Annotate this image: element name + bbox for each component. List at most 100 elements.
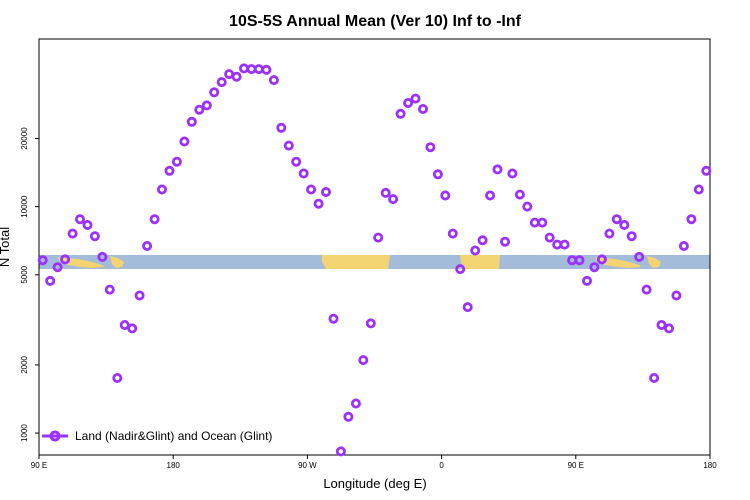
data-point: [664, 323, 675, 334]
data-point: [447, 228, 458, 239]
y-tick-label: 5000: [20, 265, 29, 283]
data-point: [127, 323, 138, 334]
data-point: [82, 219, 93, 230]
data-series: [37, 63, 712, 457]
data-point: [112, 372, 123, 383]
data-point: [268, 75, 279, 86]
legend: Land (Nadir&Glint) and Ocean (Glint): [42, 429, 272, 443]
data-point: [209, 87, 220, 98]
data-point: [52, 262, 63, 273]
data-point: [641, 284, 652, 295]
data-point: [686, 214, 697, 225]
data-point: [328, 313, 339, 324]
data-point: [507, 168, 518, 179]
data-point: [544, 232, 555, 243]
legend-label: Land (Nadir&Glint) and Ocean (Glint): [75, 429, 272, 443]
y-axis: 1000 2000 5000 10000 20000: [20, 127, 39, 442]
data-point: [335, 446, 346, 457]
data-point: [373, 232, 384, 243]
data-point: [149, 214, 160, 225]
data-point: [522, 201, 533, 212]
data-point: [60, 254, 71, 265]
data-point: [134, 290, 145, 301]
x-tick-label: 90 E: [31, 461, 47, 470]
data-point: [320, 186, 331, 197]
data-point: [119, 319, 130, 330]
data-point: [634, 251, 645, 262]
data-point: [291, 156, 302, 167]
data-point: [37, 255, 48, 266]
data-point: [403, 98, 414, 109]
data-point: [298, 168, 309, 179]
data-point: [67, 228, 78, 239]
data-point: [358, 355, 369, 366]
legend-marker: [49, 430, 61, 442]
data-point: [649, 372, 660, 383]
data-point: [276, 122, 287, 133]
y-tick-label: 10000: [20, 195, 29, 218]
land-africa: [460, 255, 500, 269]
data-point: [425, 142, 436, 153]
data-point: [306, 184, 317, 195]
land-new-guinea-east: [647, 256, 661, 268]
data-point: [611, 214, 622, 225]
data-point: [186, 116, 197, 127]
data-point: [231, 71, 242, 82]
map-strip: [39, 255, 710, 269]
y-tick-label: 20000: [20, 127, 29, 150]
data-point: [514, 189, 525, 200]
data-point: [142, 240, 153, 251]
data-point: [440, 190, 451, 201]
data-point: [75, 214, 86, 225]
data-point: [410, 93, 421, 104]
data-point: [589, 262, 600, 273]
data-point: [455, 264, 466, 275]
data-point: [350, 398, 361, 409]
land-south-america: [322, 255, 390, 269]
land-new-guinea-west: [110, 256, 124, 268]
x-tick-label: 90 E: [568, 461, 584, 470]
data-point: [343, 411, 354, 422]
x-axis: 90 E 180 90 W 0 90 E 180: [31, 455, 717, 470]
data-point: [582, 275, 593, 286]
data-point: [432, 169, 443, 180]
data-point: [462, 302, 473, 313]
data-point: [499, 236, 510, 247]
data-point: [492, 164, 503, 175]
data-point: [194, 104, 205, 115]
data-point: [171, 156, 182, 167]
data-point: [216, 77, 227, 88]
x-tick-label: 0: [439, 461, 444, 470]
data-point: [559, 239, 570, 250]
data-point: [380, 187, 391, 198]
data-point: [604, 228, 615, 239]
data-point: [596, 254, 607, 265]
data-point: [365, 318, 376, 329]
plot-frame: [38, 38, 711, 456]
data-point: [89, 231, 100, 242]
data-point: [388, 194, 399, 205]
data-point: [261, 64, 272, 75]
data-point: [626, 231, 637, 242]
data-point: [283, 140, 294, 151]
y-tick-label: 1000: [20, 424, 29, 442]
data-point: [485, 190, 496, 201]
data-point: [470, 245, 481, 256]
data-point: [656, 319, 667, 330]
data-point: [164, 165, 175, 176]
data-point: [179, 136, 190, 147]
x-axis-label: Longitude (deg E): [323, 476, 426, 491]
x-tick-label: 90 W: [298, 461, 317, 470]
x-tick-label: 180: [167, 461, 181, 470]
data-point: [574, 255, 585, 266]
data-point: [477, 235, 488, 246]
data-point: [678, 240, 689, 251]
data-point: [693, 184, 704, 195]
chart-title: 10S-5S Annual Mean (Ver 10) Inf to -Inf: [229, 13, 522, 30]
data-point: [156, 184, 167, 195]
data-point: [97, 251, 108, 262]
data-point: [45, 275, 56, 286]
data-point: [417, 104, 428, 115]
